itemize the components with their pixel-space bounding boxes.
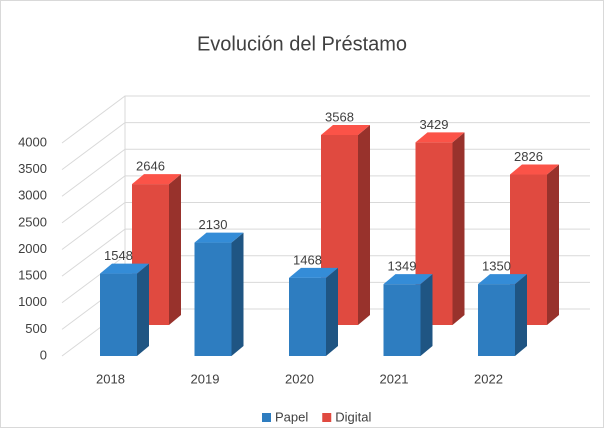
data-label: 2826 xyxy=(514,149,543,164)
bar-top xyxy=(132,174,181,185)
bar-side xyxy=(137,263,149,356)
bar-side xyxy=(420,274,433,356)
y-tick-label: 3000 xyxy=(18,188,47,203)
bar-top xyxy=(321,125,370,136)
bar-side xyxy=(231,232,244,356)
x-tick-label: 2019 xyxy=(191,371,220,386)
y-tick-label: 3500 xyxy=(18,161,47,176)
legend-label: Papel xyxy=(275,409,308,424)
bar-side xyxy=(169,174,181,325)
x-tick-label: 2020 xyxy=(285,371,314,386)
y-tick-label: 4000 xyxy=(18,134,47,149)
bar xyxy=(478,284,515,356)
bar-side xyxy=(326,267,338,356)
legend-label: Digital xyxy=(335,409,371,424)
bar-top xyxy=(383,274,433,285)
data-label: 1548 xyxy=(104,248,133,263)
x-tick-label: 2022 xyxy=(474,371,503,386)
bar xyxy=(100,273,137,356)
bar xyxy=(194,242,232,356)
bar-top xyxy=(478,274,527,285)
x-tick-label: 2018 xyxy=(96,371,125,386)
data-label: 1468 xyxy=(293,252,322,267)
bar-side xyxy=(358,125,370,325)
data-label: 1350 xyxy=(482,259,511,274)
data-label: 1349 xyxy=(388,259,417,274)
data-label: 3568 xyxy=(325,109,354,124)
bar-top xyxy=(289,267,338,278)
data-label: 3429 xyxy=(420,117,449,132)
bar-side xyxy=(547,164,559,325)
data-label: 2646 xyxy=(136,159,165,174)
data-label: 2130 xyxy=(199,217,228,232)
y-tick-label: 500 xyxy=(25,321,47,336)
legend-swatch xyxy=(262,413,271,422)
bar-top xyxy=(415,132,465,143)
x-tick-label: 2021 xyxy=(380,371,409,386)
bar-top xyxy=(510,164,559,175)
y-tick-label: 2000 xyxy=(18,241,47,256)
bar-top xyxy=(194,232,244,243)
y-tick-label: 1500 xyxy=(18,268,47,283)
bar-side xyxy=(515,274,527,356)
y-tick-label: 0 xyxy=(40,347,47,362)
bar-side xyxy=(452,132,465,325)
bar xyxy=(289,277,326,356)
bar-top xyxy=(100,263,149,274)
y-tick-label: 2500 xyxy=(18,214,47,229)
y-tick-label: 1000 xyxy=(18,294,47,309)
bar xyxy=(383,284,421,356)
legend-swatch xyxy=(322,413,332,422)
chart-title: Evolución del Préstamo xyxy=(197,33,407,55)
